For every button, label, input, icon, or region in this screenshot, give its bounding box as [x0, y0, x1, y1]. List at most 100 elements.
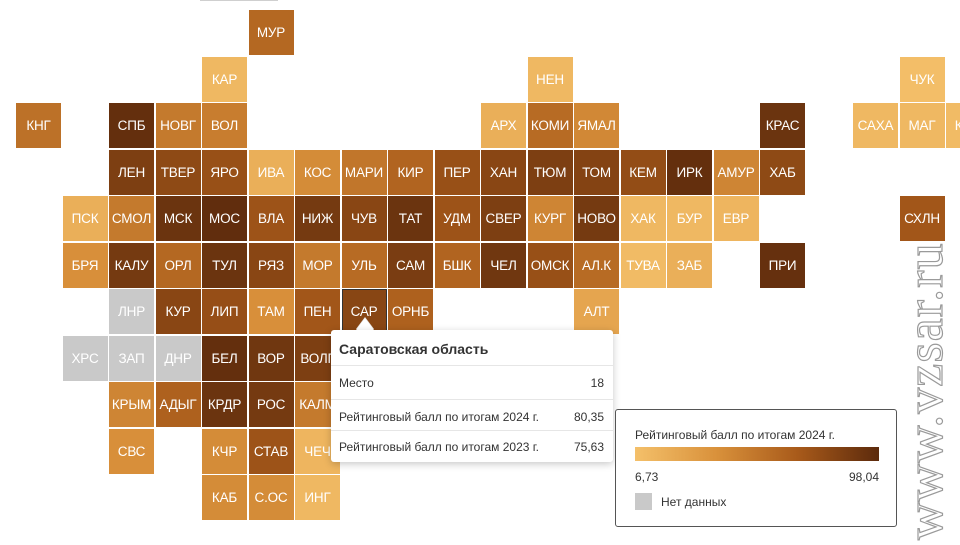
region-tile-arkh[interactable]: АРХ: [481, 103, 526, 148]
region-tile-bur[interactable]: БУР: [667, 196, 712, 241]
region-tile-vor[interactable]: ВОР: [248, 335, 294, 381]
region-tile-pen[interactable]: ПЕН: [295, 289, 340, 334]
region-tile-khak[interactable]: ХАК: [620, 196, 666, 241]
region-tile-tyum[interactable]: ТЮМ: [527, 149, 573, 195]
region-tile-lnr[interactable]: ЛНР: [109, 289, 154, 334]
region-tile-svs[interactable]: СВС: [109, 428, 154, 474]
region-tile-kam[interactable]: КАМ: [946, 103, 960, 148]
region-tile-yaro[interactable]: ЯРО: [202, 149, 247, 195]
region-tile-chuv[interactable]: ЧУВ: [341, 196, 387, 241]
region-tile-ryaz[interactable]: РЯЗ: [248, 242, 294, 288]
tooltip-row-label: Рейтинговый балл по итогам 2023 г.: [339, 439, 540, 454]
region-tile-komi[interactable]: КОМИ: [527, 103, 573, 148]
region-tile-spb[interactable]: СПБ: [109, 103, 154, 148]
region-tile-udm[interactable]: УДМ: [434, 196, 480, 241]
region-tile-kir[interactable]: КИР: [388, 149, 433, 195]
region-tile-len[interactable]: ЛЕН: [109, 149, 154, 195]
tooltip-row-score-2024: Рейтинговый балл по итогам 2024 г. 80,35: [331, 399, 613, 433]
tooltip-row-value: 18: [590, 375, 604, 390]
region-tile-tat[interactable]: ТАТ: [388, 196, 433, 241]
legend-title: Рейтинговый балл по итогам 2024 г.: [635, 428, 836, 442]
region-tile-novg[interactable]: НОВГ: [155, 103, 201, 148]
region-tile-psk[interactable]: ПСК: [62, 196, 108, 241]
watermark-text: www.vzsar.ru: [897, 243, 954, 540]
legend-gradient-bar: [635, 447, 879, 461]
region-tile-kchr[interactable]: КЧР: [202, 428, 247, 474]
region-tile-vla[interactable]: ВЛА: [248, 196, 294, 241]
region-tile-sam[interactable]: САМ: [388, 242, 433, 288]
region-tile-ul[interactable]: УЛЬ: [341, 242, 387, 288]
region-tile-mur[interactable]: МУР: [248, 10, 294, 55]
region-tile-ros[interactable]: РОС: [248, 382, 294, 427]
tooltip-arrow: [356, 318, 374, 330]
region-tile-sver[interactable]: СВЕР: [481, 196, 526, 241]
tooltip-row-rank: Место 18: [331, 365, 613, 399]
region-tile-kab[interactable]: КАБ: [202, 475, 247, 520]
region-tile-alk[interactable]: АЛ.К: [574, 242, 619, 288]
region-tile-pri[interactable]: ПРИ: [760, 242, 805, 288]
region-tile-irk[interactable]: ИРК: [667, 149, 712, 195]
tooltip-row-label: Место: [339, 375, 374, 390]
legend-nodata-swatch: [635, 493, 652, 510]
region-tile-khab[interactable]: ХАБ: [760, 149, 805, 195]
region-tile-brya[interactable]: БРЯ: [62, 242, 108, 288]
region-tile-omsk[interactable]: ОМСК: [527, 242, 573, 288]
region-tile-nizh[interactable]: НИЖ: [295, 196, 340, 241]
map-legend: Рейтинговый балл по итогам 2024 г. 6,73 …: [615, 409, 897, 527]
region-tile-nen[interactable]: НЕН: [527, 56, 573, 102]
region-tile-vol[interactable]: ВОЛ: [202, 103, 247, 148]
region-tile-orl[interactable]: ОРЛ: [155, 242, 201, 288]
top-divider: [200, 0, 278, 1]
tooltip-row-label: Рейтинговый балл по итогам 2024 г.: [339, 409, 540, 424]
region-tile-kras[interactable]: КРАС: [760, 103, 805, 148]
region-tile-chel[interactable]: ЧЕЛ: [481, 242, 526, 288]
region-tile-alt[interactable]: АЛТ: [574, 289, 619, 334]
region-tile-skhln[interactable]: СХЛН: [899, 196, 945, 241]
region-tile-kem[interactable]: КЕМ: [620, 149, 666, 195]
region-tile-ing[interactable]: ИНГ: [295, 475, 340, 520]
region-tile-kur[interactable]: КУР: [155, 289, 201, 334]
region-tile-dnr[interactable]: ДНР: [155, 335, 201, 381]
region-tile-msk[interactable]: МСК: [155, 196, 201, 241]
region-tile-kurg[interactable]: КУРГ: [527, 196, 573, 241]
region-tile-tam[interactable]: ТАМ: [248, 289, 294, 334]
region-tile-krdr[interactable]: КРДР: [202, 382, 247, 427]
region-tile-kos[interactable]: КОС: [295, 149, 340, 195]
region-tile-stav[interactable]: СТАВ: [248, 428, 294, 474]
region-tile-lip[interactable]: ЛИП: [202, 289, 247, 334]
region-tile-evr[interactable]: ЕВР: [713, 196, 759, 241]
region-tile-amur[interactable]: АМУР: [713, 149, 759, 195]
legend-min-label: 6,73: [635, 470, 659, 484]
region-tile-iva[interactable]: ИВА: [248, 149, 294, 195]
region-tile-tver[interactable]: ТВЕР: [155, 149, 201, 195]
region-tile-chuk[interactable]: ЧУК: [899, 56, 945, 102]
region-tile-adyg[interactable]: АДЫГ: [155, 382, 201, 427]
region-tile-krym[interactable]: КРЫМ: [109, 382, 154, 427]
region-tile-mag[interactable]: МАГ: [899, 103, 945, 148]
region-tile-ornb[interactable]: ОРНБ: [388, 289, 433, 334]
region-tile-khrs[interactable]: ХРС: [62, 335, 108, 381]
region-tile-smol[interactable]: СМОЛ: [109, 196, 154, 241]
region-tile-tuva[interactable]: ТУВА: [620, 242, 666, 288]
region-tile-mor[interactable]: МОР: [295, 242, 340, 288]
legend-max-label: 98,04: [848, 470, 879, 484]
legend-nodata-label: Нет данных: [661, 495, 727, 509]
region-tile-per[interactable]: ПЕР: [434, 149, 480, 195]
region-tile-khan[interactable]: ХАН: [481, 149, 526, 195]
region-tile-bel[interactable]: БЕЛ: [202, 335, 247, 381]
region-tile-bshk[interactable]: БШК: [434, 242, 480, 288]
region-tile-sos[interactable]: С.ОС: [248, 475, 294, 520]
region-tile-zap[interactable]: ЗАП: [109, 335, 154, 381]
region-tile-zab[interactable]: ЗАБ: [667, 242, 712, 288]
region-tile-mos[interactable]: МОС: [202, 196, 247, 241]
region-tile-tul[interactable]: ТУЛ: [202, 242, 247, 288]
region-tile-sakha[interactable]: САХА: [853, 103, 898, 148]
region-tile-novo[interactable]: НОВО: [574, 196, 619, 241]
region-tile-yamal[interactable]: ЯМАЛ: [574, 103, 619, 148]
region-tile-kalu[interactable]: КАЛУ: [109, 242, 154, 288]
region-tile-tom[interactable]: ТОМ: [574, 149, 619, 195]
region-tile-mari[interactable]: МАРИ: [341, 149, 387, 195]
region-tile-kar[interactable]: КАР: [202, 56, 247, 102]
region-tile-kng[interactable]: КНГ: [16, 103, 61, 148]
